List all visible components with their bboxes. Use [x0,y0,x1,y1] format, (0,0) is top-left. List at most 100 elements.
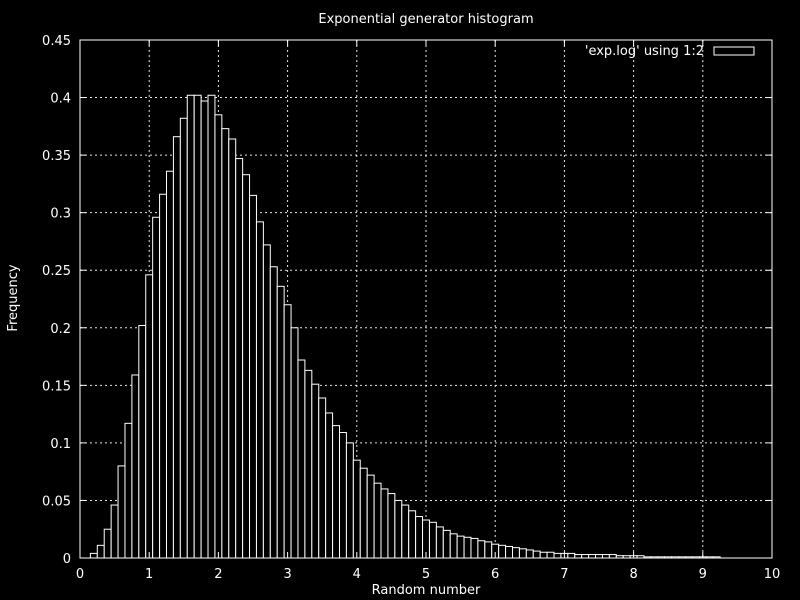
histogram-bar [276,285,285,559]
histogram-bar [415,516,424,559]
histogram-bar [366,474,375,559]
histogram-bar [359,467,368,559]
histogram-bar [283,304,292,559]
histogram-bar [484,541,493,559]
x-tick-label: 3 [283,567,291,582]
histogram-bar [311,383,320,559]
histogram-bar [235,158,244,559]
x-tick-label: 7 [560,567,568,582]
histogram-bar [269,266,278,559]
histogram-bar [255,221,264,559]
histogram-bar [608,554,617,559]
histogram-bar [325,412,334,559]
histogram-bar [581,554,590,559]
histogram-bar [110,504,119,559]
histogram-bars [89,94,721,559]
histogram-bar [290,327,299,559]
y-tick-label: 0.1 [50,437,71,452]
histogram-bar [200,100,209,559]
y-tick-label: 0.2 [50,322,71,337]
histogram-bar [339,432,347,559]
histogram-bar [574,554,583,559]
histogram-bar [249,194,257,559]
histogram-bar [456,535,465,559]
axis-ticks: 0 0.05 0.1 0.15 0.2 0.25 0.3 0.35 0.4 0.45 0 1 2 3 4 5 6… [42,34,780,582]
histogram-bar [304,369,313,559]
histogram-bar [332,425,340,559]
histogram-bar [352,459,361,559]
histogram-bar [498,544,507,559]
histogram-bar [428,521,437,559]
histogram-bar [172,136,181,559]
histogram-bar [525,549,534,559]
histogram-bar [601,554,610,559]
histogram-bar [394,499,403,559]
histogram-bar [401,504,410,559]
y-tick-label: 0.25 [42,264,71,279]
histogram-bar [131,374,140,559]
x-tick-label: 0 [76,567,84,582]
histogram-bar [470,537,479,559]
histogram-bar [89,552,98,559]
histogram-bar [103,528,112,559]
histogram-bar [228,138,237,559]
histogram-bar [262,244,271,559]
histogram-bar [532,550,541,559]
histogram-bar [242,174,251,559]
histogram-bar [373,482,382,559]
histogram-bar [159,193,168,559]
y-tick-label: 0.3 [50,207,71,222]
histogram-bar [567,552,576,559]
y-tick-label: 0.15 [42,379,71,394]
histogram-bar [442,529,451,559]
y-tick-label: 0.45 [42,34,71,49]
histogram-bar [152,216,161,559]
y-axis-label: Frequency [6,264,21,331]
x-tick-label: 10 [764,567,781,582]
legend-series-swatch [713,46,755,56]
chart-title: Exponential generator histogram [318,12,533,27]
histogram-bar [186,94,195,559]
histogram-bar [96,544,105,559]
x-tick-label: 5 [422,567,430,582]
y-tick-label: 0.35 [42,149,71,164]
histogram-bar [539,551,548,559]
legend: 'exp.log' using 1:2 [585,44,755,59]
histogram-bar [380,488,389,559]
histogram-bar [193,94,202,559]
x-tick-label: 8 [629,567,637,582]
histogram-bar [138,324,147,559]
histogram-bar [408,510,417,559]
histogram-bar [505,545,513,559]
x-axis-label: Random number [372,583,481,598]
histogram-bar [297,359,306,559]
histogram-bar [477,540,486,559]
histogram-bar [124,422,133,559]
x-tick-label: 1 [145,567,153,582]
histogram-bar [518,548,527,559]
histogram-bar [214,114,223,559]
histogram-bar [318,397,327,559]
y-tick-label: 0.05 [42,494,71,509]
y-tick-label: 0.4 [50,92,71,107]
histogram-bar [166,170,174,559]
x-tick-label: 4 [353,567,361,582]
histogram-bar [449,533,458,559]
histogram-bar [221,128,230,559]
x-tick-label: 2 [214,567,222,582]
histogram-bar [512,547,520,559]
histogram-bar [345,442,354,559]
histogram-bar [179,117,188,559]
histogram-bar [145,274,154,559]
histogram-bar [546,551,555,559]
histogram-bar [463,536,472,559]
histogram-bar [435,526,444,559]
y-tick-label: 0 [63,552,71,567]
x-tick-label: 6 [491,567,499,582]
histogram-bar [207,94,216,559]
legend-series-label: 'exp.log' using 1:2 [585,44,704,59]
histogram-bar [117,465,126,559]
histogram-bar [588,554,597,559]
histogram-bar [387,493,396,559]
